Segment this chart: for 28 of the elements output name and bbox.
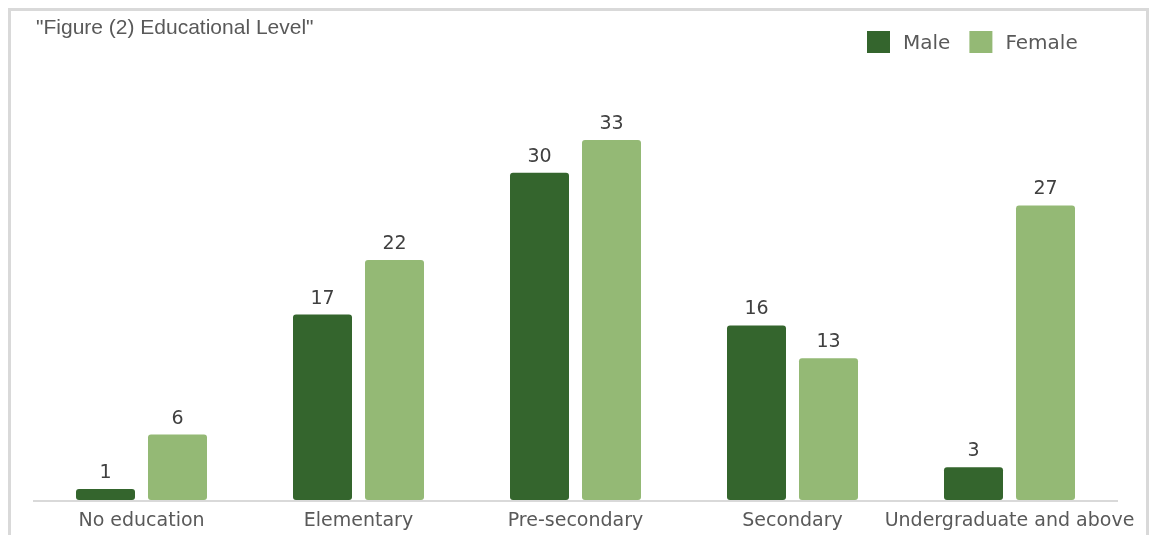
x-tick-label: Pre-secondary (507, 508, 644, 530)
bar (510, 172, 569, 500)
data-label: 13 (816, 329, 841, 352)
bar (582, 140, 641, 500)
data-label: 17 (310, 285, 335, 308)
data-label: 27 (1033, 176, 1058, 199)
data-label: 3 (967, 438, 980, 461)
x-tick-label: Elementary (303, 508, 414, 530)
bar (365, 260, 424, 500)
bar (944, 467, 1003, 500)
data-label: 16 (744, 296, 769, 319)
bar (799, 358, 858, 500)
bar (727, 325, 786, 500)
data-label: 30 (527, 143, 552, 166)
bar (293, 314, 352, 500)
bar (76, 489, 135, 500)
x-tick-label: Undergraduate and above (884, 508, 1135, 530)
bar (1016, 205, 1075, 500)
legend-label: Male (903, 30, 951, 54)
legend-label: Female (1005, 30, 1078, 54)
data-label: 22 (382, 231, 407, 253)
bar (148, 434, 207, 500)
data-label: 6 (171, 405, 184, 428)
chart-title: "Figure (2) Educational Level" (36, 15, 314, 38)
data-label: 33 (599, 111, 624, 133)
x-tick-label: No education (78, 508, 205, 530)
data-label: 1 (99, 460, 112, 483)
x-tick-label: Secondary (742, 508, 843, 530)
